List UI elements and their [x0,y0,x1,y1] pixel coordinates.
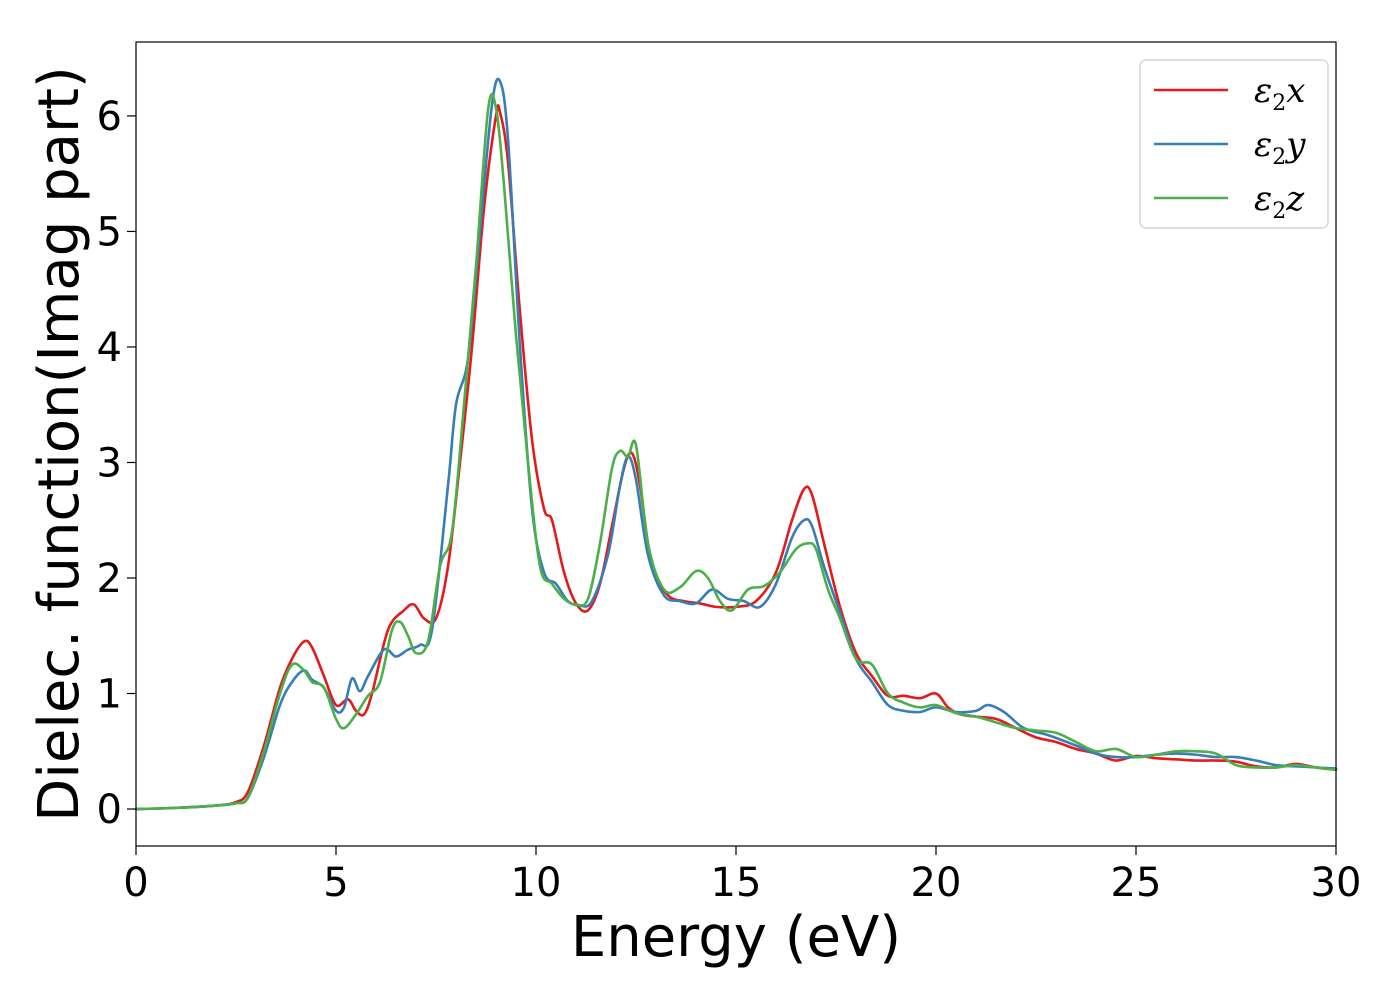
x-axis: 0 5 10 15 20 25 30 [123,846,1361,906]
legend-label: ε2z [1254,179,1305,224]
legend-label: ε2x [1254,71,1305,116]
x-tick-label: 0 [123,860,148,906]
x-tick-label: 30 [1311,860,1362,906]
y-axis-title: Dielec. function(Imag part) [27,66,92,822]
y-tick-label: 1 [97,672,122,718]
legend-label: ε2y [1254,125,1306,170]
legend-box [1139,59,1329,229]
x-axis-title: Energy (eV) [571,905,901,970]
y-tick-label: 4 [97,325,122,371]
x-tick-label: 5 [323,860,348,906]
x-tick-label: 10 [511,860,562,906]
y-tick-label: 6 [97,94,122,140]
legend: ε2x ε2y ε2z [1139,59,1329,229]
series-line-y [134,77,1338,811]
y-tick-label: 3 [97,440,122,486]
x-tick-label: 25 [1111,860,1162,906]
x-tick-label: 20 [911,860,962,906]
y-tick-label: 0 [97,787,122,833]
y-tick-label: 5 [97,209,122,255]
y-axis: 0 1 2 3 4 5 6 [97,94,136,833]
x-tick-label: 15 [711,860,762,906]
y-tick-label: 2 [97,556,122,602]
series-line-x [134,104,1338,811]
series-line-z [134,93,1338,811]
series-layer [134,77,1338,811]
